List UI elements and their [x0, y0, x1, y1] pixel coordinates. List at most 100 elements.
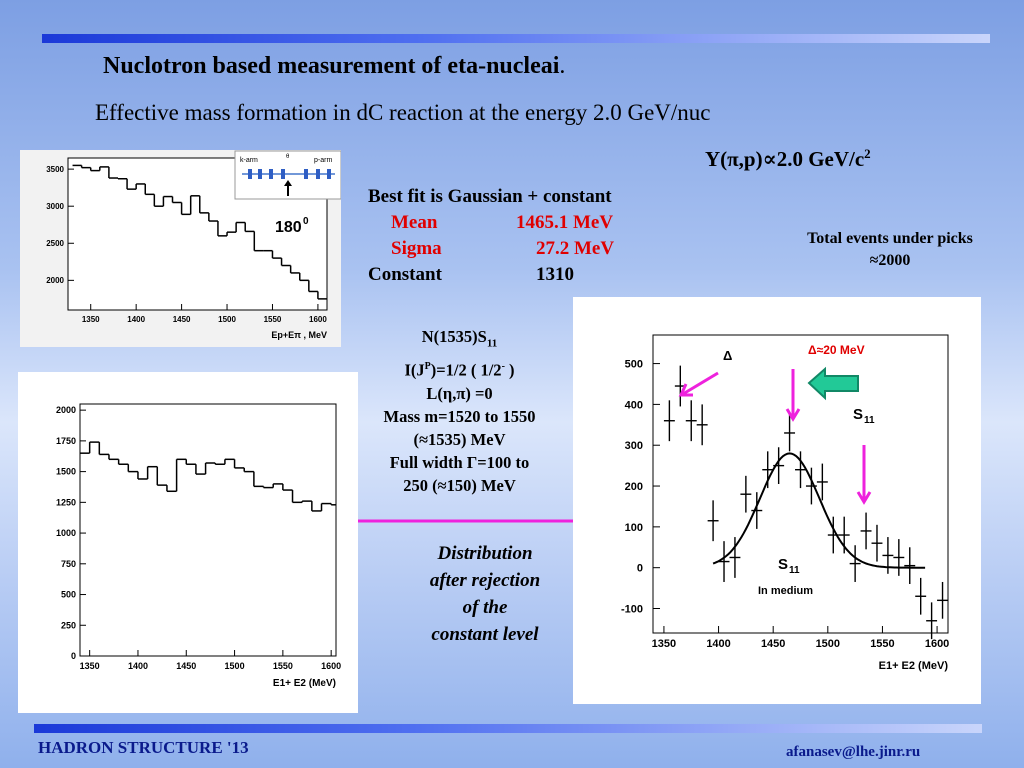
x-tick-label: 1350: [82, 315, 100, 324]
s11-medium-label-sub: 11: [789, 565, 800, 576]
distribution-note-line: Distribution: [437, 543, 533, 564]
angle-annotation-sup: 0: [303, 216, 309, 227]
state-mass: Mass m=1520 to 1550: [383, 406, 536, 426]
y-tick-label: 2500: [46, 239, 64, 248]
fit-summary: Best fit is Gaussian + constant Mean 1465…: [368, 184, 614, 288]
state-isospin: I(JP)=1/2 ( 1/2- ): [404, 360, 515, 380]
y-tick-label: 500: [625, 359, 643, 371]
y-tick-label: 2000: [56, 405, 76, 415]
x-tick-label: 1600: [309, 315, 327, 324]
total-events-label: Total events under picks: [807, 230, 973, 247]
x-axis-label: E1+ E2 (MeV): [273, 678, 336, 689]
delta-arrowhead: [678, 383, 693, 397]
peak-arrowhead: [785, 408, 801, 422]
distribution-note-line: of the: [462, 597, 508, 618]
distribution-note: Distribution after rejection of the cons…: [410, 540, 560, 648]
chart-panel-right: 1350 1400 1450 1500 1550 1600 -100 0 100 200 300 40…: [573, 297, 981, 704]
y-tick-label: 200: [625, 481, 643, 493]
y-tick-label: 2000: [46, 276, 64, 285]
inset-magnet: [258, 169, 262, 179]
delta-arrow: [682, 371, 719, 396]
inset-angle-label: θ: [286, 154, 290, 160]
header-bar: [42, 34, 990, 43]
in-medium-label: In medium: [758, 585, 813, 597]
y-tick-label: 1250: [56, 497, 76, 507]
y-tick-label: 3000: [46, 202, 64, 211]
y-tick-label: 400: [625, 399, 643, 411]
y-tick-label: 750: [61, 559, 76, 569]
fit-constant-label: Constant: [368, 264, 442, 285]
x-tick-label: 1550: [870, 638, 894, 650]
x-tick-label: 1400: [128, 661, 148, 671]
state-width: Full width Γ=100 to: [389, 452, 530, 472]
state-width-approx: 250 (≈150) MeV: [403, 475, 516, 495]
footer-conference: HADRON STRUCTURE '13: [38, 738, 249, 757]
chart-right: 1350 1400 1450 1500 1550 1600 -100 0 100 200 300 40…: [621, 334, 949, 672]
x-tick-label: 1350: [80, 661, 100, 671]
inset-magnet: [269, 169, 273, 179]
state-angular-momentum: L(η,π) =0: [426, 383, 493, 403]
fit-sigma-label: Sigma: [391, 238, 442, 259]
fit-constant-value: 1310: [536, 264, 574, 285]
angle-annotation: 180: [275, 219, 302, 236]
inset-magnet: [248, 169, 252, 179]
total-events: Total events under picks ≈2000: [780, 228, 1000, 272]
inset-magnet: [327, 169, 331, 179]
fit-mean-value: 1465.1 MeV: [516, 212, 614, 233]
y-tick-label: 100: [625, 522, 643, 534]
chart-panel-top-left: 1350 1400 1450 1500 1550 1600 2000 2500 3000 3500…: [20, 150, 342, 347]
gaussian-fit-curve: [712, 452, 926, 569]
inset-left-label: k-arm: [240, 157, 258, 164]
x-tick-label: 1400: [706, 638, 730, 650]
state-name: N(1535)S11: [421, 327, 498, 350]
x-tick-label: 1600: [925, 638, 949, 650]
x-tick-label: 1550: [273, 661, 293, 671]
inset-right-label: p-arm: [314, 157, 332, 164]
fit-sigma-row: Sigma 27.2 MeV: [368, 236, 614, 262]
total-events-value: ≈2000: [869, 252, 911, 269]
state-mass-approx: (≈1535) MeV: [413, 429, 506, 449]
y-tick-label: 1750: [56, 436, 76, 446]
fit-mean-row: Mean 1465.1 MeV: [368, 210, 614, 236]
x-tick-label: 1450: [176, 661, 196, 671]
y-tick-label: -100: [621, 604, 643, 616]
delta-width-label: Δ≈20 MeV: [808, 343, 865, 357]
x-tick-label: 1350: [652, 638, 676, 650]
plot-frame: [79, 403, 337, 657]
x-tick-label: 1450: [761, 638, 785, 650]
y-tick-label: 300: [625, 440, 643, 452]
inset-magnet: [281, 169, 285, 179]
yield-label: Y(π,p)∝2.0 GeV/c2: [705, 146, 871, 171]
y-tick-label: 250: [61, 620, 76, 630]
footer-bar: [34, 724, 982, 733]
x-axis-label: Ep+Eπ , MeV: [271, 330, 327, 340]
x-tick-label: 1500: [225, 661, 245, 671]
fit-heading: Best fit is Gaussian + constant: [368, 186, 612, 207]
y-tick-label: 500: [61, 590, 76, 600]
y-tick-label: 1500: [56, 467, 76, 477]
rejection-arrow: [357, 510, 607, 532]
x-tick-label: 1500: [218, 315, 236, 324]
chart-panel-bottom-left: 1350 1400 1450 1500 1550 1600 0 250 500 750 1000 12…: [18, 372, 358, 713]
s11-medium-label: S: [778, 556, 788, 573]
green-pointer-arrow: [807, 366, 859, 401]
fit-constant-row: Constant 1310: [368, 262, 614, 288]
s11-arrowhead: [856, 491, 872, 505]
inset-magnet: [316, 169, 320, 179]
resonance-properties: N(1535)S11 I(JP)=1/2 ( 1/2- ) L(η,π) =0 …: [362, 325, 557, 497]
distribution-note-line: constant level: [431, 624, 539, 645]
chart-bottom-left: 1350 1400 1450 1500 1550 1600 0 250 500 750 1000 12…: [56, 403, 341, 689]
footer-email[interactable]: afanasev@lhe.jinr.ru: [786, 744, 921, 760]
delta-label: Δ: [723, 348, 732, 363]
y-tick-label: 0: [637, 563, 643, 575]
s11-label: S: [853, 406, 863, 423]
fit-sigma-value: 27.2 MeV: [536, 238, 615, 259]
x-tick-label: 1500: [816, 638, 840, 650]
y-tick-label: 1000: [56, 528, 76, 538]
inset-magnet: [304, 169, 308, 179]
inset-arrowhead: [284, 180, 292, 186]
x-tick-label: 1600: [321, 661, 341, 671]
x-tick-label: 1550: [264, 315, 282, 324]
slide-title: Nuclotron based measurement of eta-nucle…: [103, 53, 566, 79]
y-tick-label: 0: [71, 651, 76, 661]
